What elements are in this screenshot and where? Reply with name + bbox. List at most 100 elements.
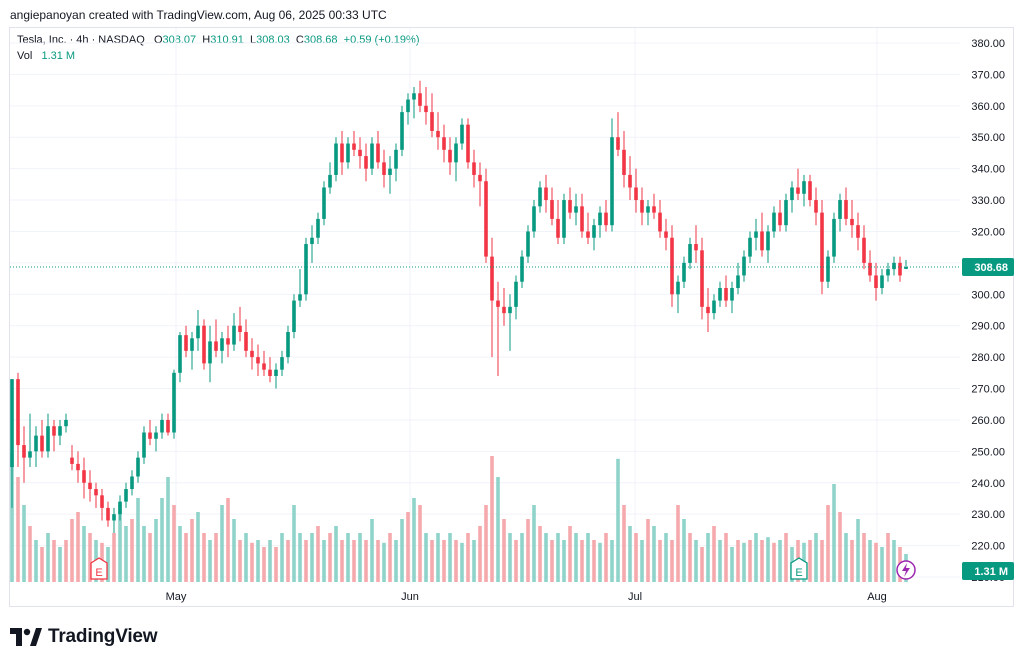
candle: [256, 344, 260, 376]
high-label: H: [202, 34, 211, 46]
candle: [244, 319, 248, 358]
volume-bar: [400, 519, 404, 582]
candle: [292, 294, 296, 339]
volume-bar: [448, 533, 452, 582]
volume-bar: [412, 498, 416, 582]
candle: [850, 200, 854, 238]
candle: [754, 218, 758, 251]
candle: [694, 225, 698, 263]
candle: [64, 413, 68, 433]
candle: [634, 168, 638, 213]
candle: [496, 281, 500, 376]
volume-bar: [190, 519, 194, 582]
candle: [166, 413, 170, 436]
candle: [196, 310, 200, 351]
candle: [40, 419, 44, 458]
candle: [340, 130, 344, 175]
y-tick-label: 330.00: [971, 195, 1005, 207]
time-axis[interactable]: May Jun Jul Aug: [166, 591, 887, 603]
volume-bar: [154, 519, 158, 582]
candle: [358, 137, 362, 169]
x-tick-label: Jun: [401, 591, 419, 603]
volume-bar: [868, 540, 872, 582]
candle: [160, 413, 164, 439]
volume-bar: [430, 540, 434, 582]
volume-bar: [376, 540, 380, 582]
volume-bar: [82, 526, 86, 582]
volume-bar: [166, 477, 170, 582]
volume-bar: [442, 540, 446, 582]
candle: [394, 143, 398, 182]
volume-bar: [232, 519, 236, 582]
y-tick-label: 300.00: [971, 289, 1005, 301]
candle: [184, 325, 188, 358]
volume-bar: [214, 533, 218, 582]
candle: [808, 174, 812, 207]
volume-bar: [586, 533, 590, 582]
candle: [784, 193, 788, 232]
candle: [664, 218, 668, 251]
volume-bar: [766, 537, 770, 582]
candle: [220, 331, 224, 364]
volume-label[interactable]: Vol: [17, 50, 33, 62]
candle: [280, 350, 284, 376]
candle: [532, 200, 536, 238]
volume-bar: [178, 526, 182, 582]
volume-bar: [418, 505, 422, 582]
candlesticks: [10, 80, 908, 534]
candle: [454, 137, 458, 182]
volume-bar: [832, 484, 836, 582]
axis-tags: 308.68 1.31 M: [962, 258, 1014, 580]
volume-bar: [478, 526, 482, 582]
volume-bar: [490, 456, 494, 582]
volume-bar: [112, 533, 116, 582]
volume-bar: [106, 547, 110, 582]
candle: [238, 306, 242, 342]
volume-bar: [346, 533, 350, 582]
candle: [310, 225, 314, 263]
candle: [100, 489, 104, 521]
candle: [10, 379, 14, 508]
candle: [52, 419, 56, 452]
earnings-badge[interactable]: E: [790, 557, 808, 580]
candle: [580, 193, 584, 238]
candle: [322, 181, 326, 226]
candle: [58, 419, 62, 446]
y-tick-label: 360.00: [971, 101, 1005, 113]
volume-bar: [562, 540, 566, 582]
price-axis[interactable]: 380.00 370.00 360.00 350.00 340.00 330.00 320.…: [971, 38, 1005, 584]
volume-bar: [16, 477, 20, 582]
volume-bar: [262, 547, 266, 582]
volume-bar: [892, 540, 896, 582]
lightning-icon[interactable]: [896, 560, 916, 580]
candle: [628, 156, 632, 201]
price-chart[interactable]: 380.00 370.00 360.00 350.00 340.00 330.00 320.…: [0, 0, 1024, 610]
candle: [676, 275, 680, 314]
chart-creator-caption: angiepanoyan created with TradingView.co…: [10, 8, 387, 22]
volume-bar: [310, 533, 314, 582]
candle: [748, 231, 752, 263]
volume-bar: [118, 505, 122, 582]
volume-bar: [148, 533, 152, 582]
volume-bar: [838, 512, 842, 582]
candle: [682, 256, 686, 289]
volume-bar: [394, 540, 398, 582]
volume-bar: [748, 540, 752, 582]
candle: [226, 325, 230, 358]
candle: [472, 149, 476, 188]
candle: [712, 294, 716, 320]
candle: [28, 413, 32, 468]
candle: [868, 250, 872, 282]
earnings-badge[interactable]: E: [90, 557, 108, 580]
candle: [652, 193, 656, 219]
candle: [622, 130, 626, 188]
last-volume-tag-label: 1.31 M: [974, 566, 1008, 578]
volume-bar: [454, 540, 458, 582]
volume-bar: [874, 542, 878, 582]
candle: [508, 294, 512, 351]
volume-bar: [640, 540, 644, 582]
volume-bar: [514, 540, 518, 582]
candle: [154, 426, 158, 452]
candle: [568, 187, 572, 219]
